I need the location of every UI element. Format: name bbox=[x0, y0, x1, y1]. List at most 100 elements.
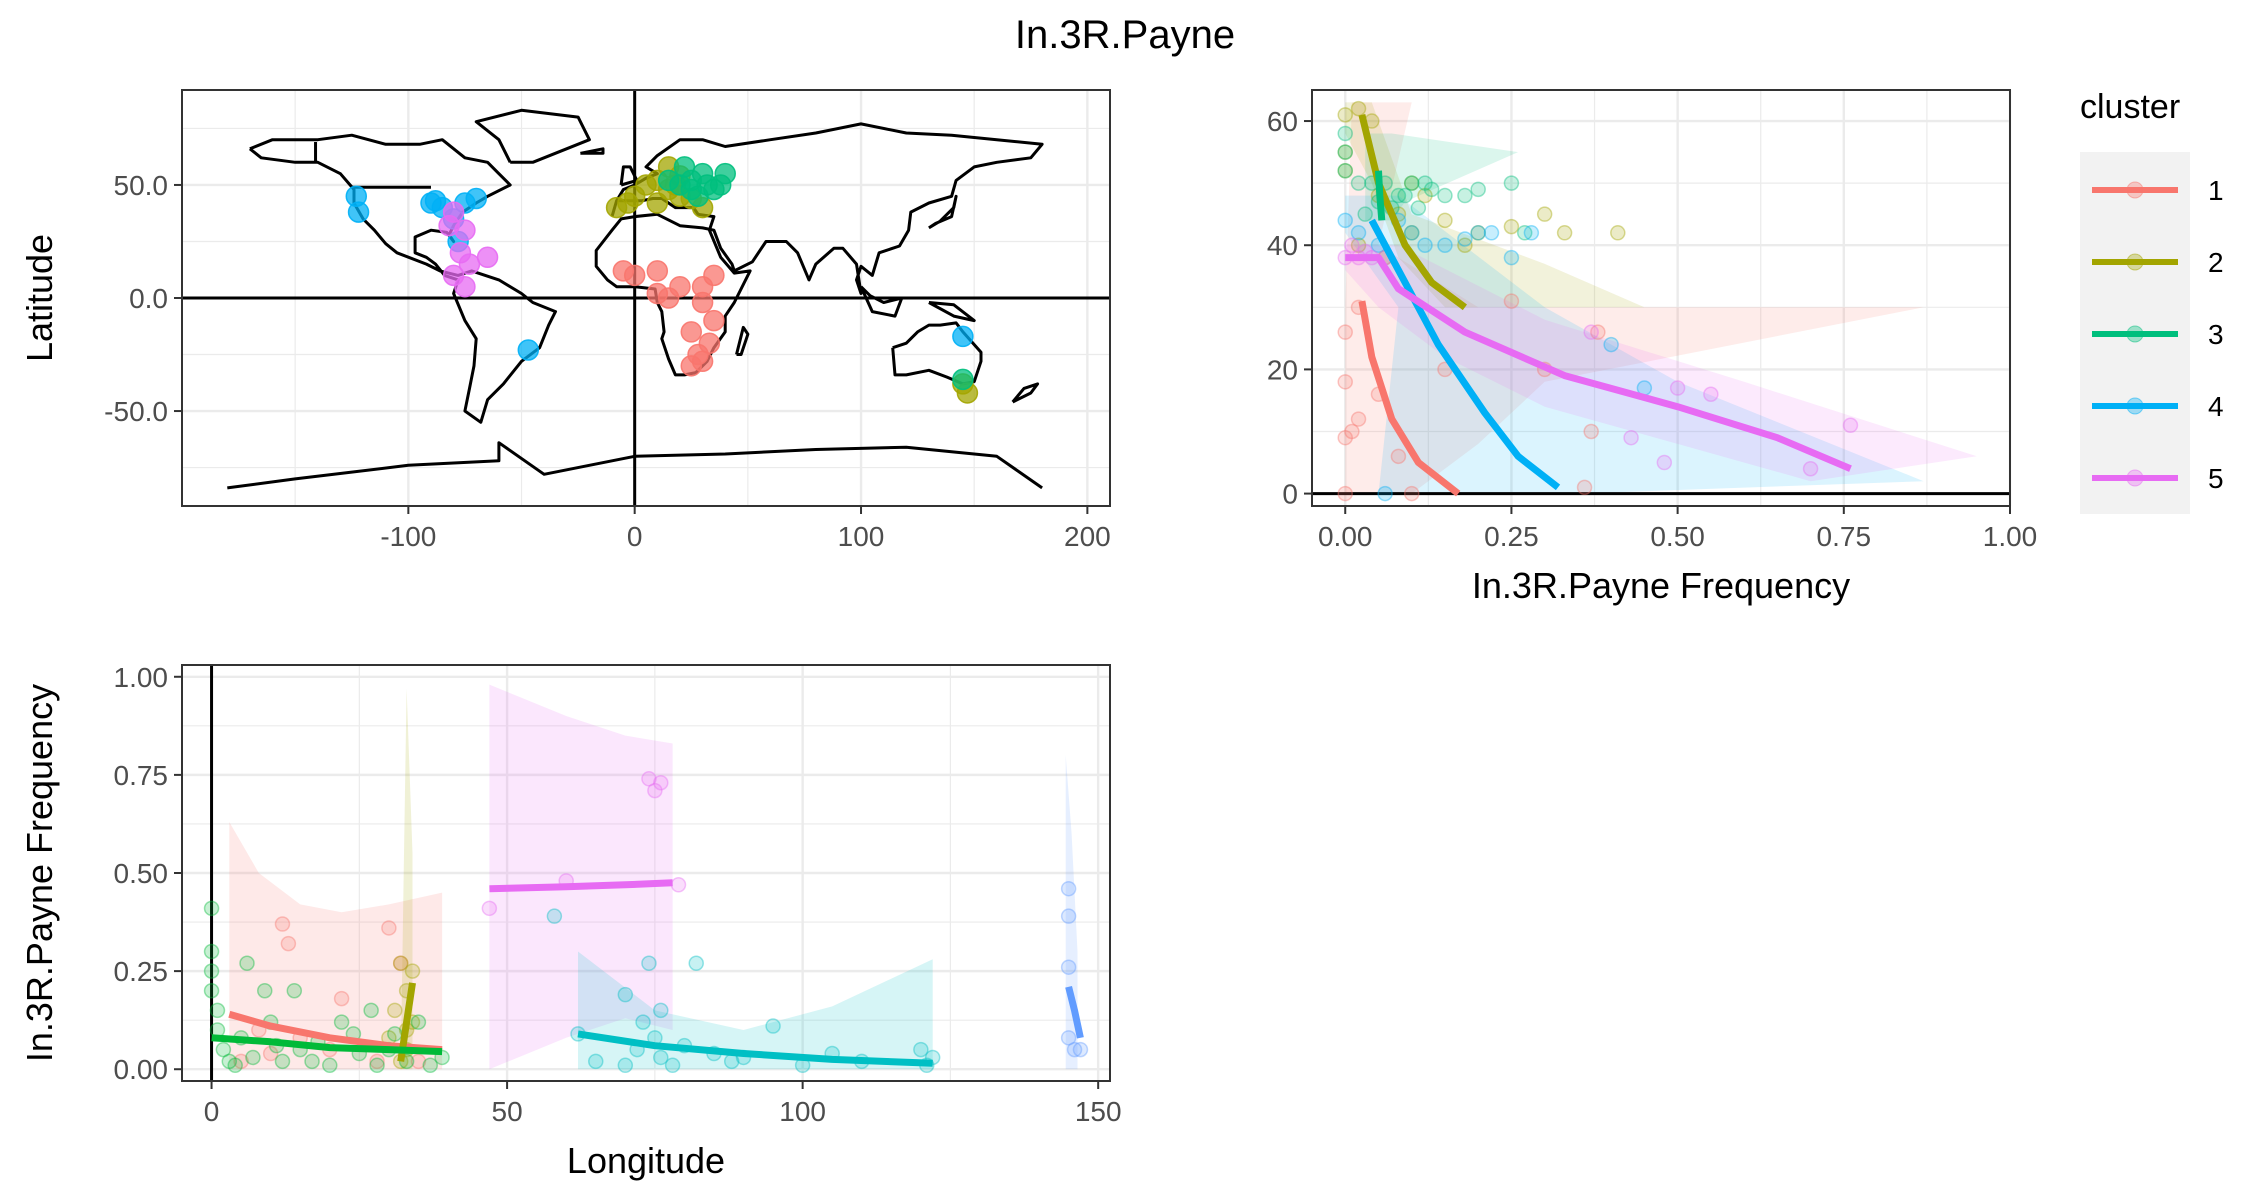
data-point bbox=[1417, 237, 1433, 253]
data-point bbox=[203, 963, 220, 979]
data-point bbox=[1842, 417, 1859, 434]
data-point bbox=[641, 771, 657, 787]
data-point bbox=[363, 1002, 379, 1019]
data-point bbox=[227, 1057, 243, 1074]
data-point bbox=[1656, 454, 1673, 471]
data-point bbox=[392, 955, 409, 972]
data-point bbox=[1603, 336, 1619, 353]
data-point bbox=[333, 1014, 350, 1030]
coastline-path bbox=[928, 301, 976, 323]
x-tick-label: 0 bbox=[204, 1096, 220, 1127]
longitude-frequency-panel: 0 50 100 150 0.00 0.25 0.50 0.75 1.00 Longitude In… bbox=[19, 662, 1122, 1181]
y-tick-label: 0 bbox=[1282, 479, 1298, 510]
data-point bbox=[1523, 225, 1540, 241]
data-point bbox=[1337, 107, 1353, 123]
data-point bbox=[913, 1041, 929, 1058]
data-point bbox=[233, 1053, 249, 1070]
data-point bbox=[646, 192, 669, 214]
y-tick-label: 0.75 bbox=[114, 760, 169, 791]
data-point bbox=[1390, 187, 1407, 204]
y-tick-label: 0.50 bbox=[114, 858, 169, 889]
data-point bbox=[387, 1002, 403, 1019]
data-point bbox=[392, 955, 409, 972]
coastline-path bbox=[1011, 382, 1040, 404]
data-point bbox=[703, 264, 725, 287]
data-point bbox=[1503, 218, 1520, 235]
data-point bbox=[387, 1026, 403, 1042]
legend-label: 3 bbox=[2208, 319, 2224, 350]
legend-title: cluster bbox=[2080, 88, 2180, 126]
data-point bbox=[1377, 485, 1393, 502]
data-point bbox=[1623, 429, 1639, 446]
data-point bbox=[422, 1057, 439, 1074]
data-point bbox=[1470, 181, 1486, 198]
data-point bbox=[680, 321, 703, 343]
confidence-ribbon bbox=[489, 684, 673, 1070]
data-point bbox=[617, 986, 634, 1003]
data-point bbox=[635, 1014, 651, 1030]
confidence-ribbon bbox=[578, 951, 933, 1070]
data-point bbox=[245, 1049, 261, 1066]
data-point bbox=[1403, 225, 1420, 241]
data-point bbox=[410, 1014, 427, 1030]
data-point bbox=[1457, 237, 1473, 253]
coastline-path bbox=[580, 147, 605, 155]
data-point bbox=[1350, 175, 1367, 191]
data-point bbox=[304, 1053, 320, 1070]
x-tick-label: -100 bbox=[380, 521, 436, 552]
data-point bbox=[691, 291, 714, 314]
data-point bbox=[1337, 162, 1353, 179]
x-tick-label: 1.00 bbox=[1983, 521, 2038, 552]
data-point bbox=[1503, 249, 1520, 266]
data-point bbox=[653, 1049, 669, 1066]
data-point bbox=[1403, 175, 1420, 191]
data-point bbox=[588, 1053, 604, 1070]
fit-line bbox=[211, 1034, 443, 1056]
data-point bbox=[1457, 187, 1473, 204]
data-point bbox=[1703, 386, 1719, 402]
data-point bbox=[765, 1018, 781, 1034]
data-point bbox=[1410, 200, 1427, 216]
data-point bbox=[1583, 423, 1599, 440]
data-point bbox=[1337, 162, 1353, 179]
fit-line bbox=[1368, 218, 1561, 491]
data-point bbox=[1470, 225, 1486, 241]
data-point bbox=[1350, 237, 1367, 253]
data-point bbox=[424, 190, 447, 212]
data-point bbox=[664, 1057, 681, 1074]
data-point bbox=[1516, 225, 1533, 241]
data-point bbox=[1403, 175, 1420, 191]
data-point bbox=[646, 260, 669, 282]
y-tick-label: 0.25 bbox=[114, 956, 169, 987]
data-point bbox=[476, 246, 499, 269]
fit-line bbox=[1358, 113, 1467, 311]
y-axis-title: In.3R.Payne Frequency bbox=[19, 684, 60, 1062]
data-point bbox=[1060, 880, 1077, 897]
data-point bbox=[646, 282, 669, 305]
data-point bbox=[647, 782, 663, 799]
x-tick-label: 0.50 bbox=[1650, 521, 1705, 552]
data-point bbox=[1350, 411, 1367, 427]
x-tick-label: 150 bbox=[1075, 1096, 1122, 1127]
data-point bbox=[322, 1057, 338, 1074]
fit-line bbox=[1375, 170, 1386, 221]
data-point bbox=[653, 1002, 669, 1019]
data-point bbox=[1337, 429, 1353, 446]
data-point bbox=[1470, 225, 1486, 241]
data-point bbox=[617, 192, 639, 214]
legend-key-point bbox=[2126, 181, 2144, 199]
latitude-frequency-panel: 0.00 0.25 0.50 0.75 1.00 0 20 40 60 In.3R.Payne F… bbox=[1267, 89, 2038, 606]
data-point bbox=[203, 943, 220, 960]
data-point bbox=[680, 178, 703, 201]
data-point bbox=[1417, 175, 1433, 191]
coastline-path bbox=[891, 321, 983, 386]
data-point bbox=[1437, 237, 1453, 253]
fit-line bbox=[1345, 254, 1852, 472]
data-point bbox=[1503, 175, 1520, 191]
data-point bbox=[1669, 380, 1686, 396]
data-point bbox=[465, 187, 487, 210]
x-tick-label: 0 bbox=[627, 521, 643, 552]
data-point bbox=[698, 332, 721, 354]
data-point bbox=[1350, 100, 1367, 117]
data-point bbox=[1344, 423, 1360, 440]
